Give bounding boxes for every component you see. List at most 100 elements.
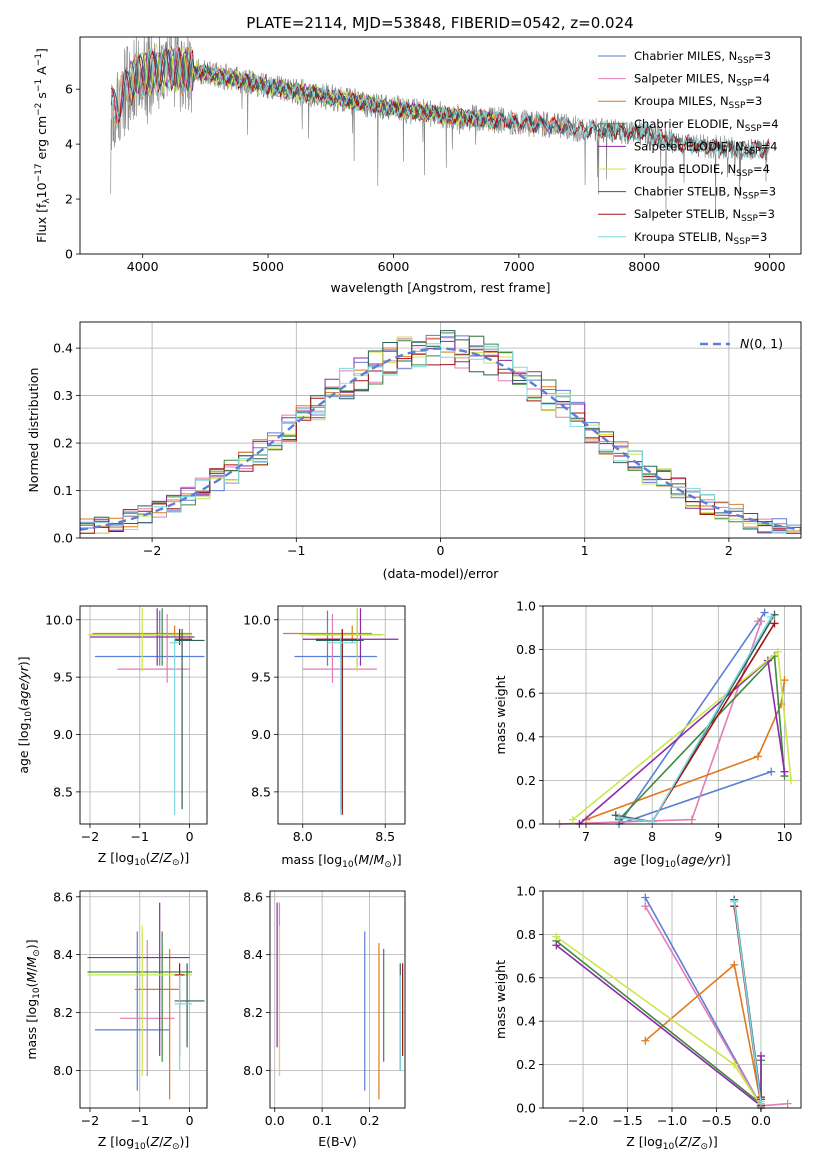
weight-marker <box>730 897 739 906</box>
x-tick-label: −1 <box>287 543 305 558</box>
y-tick-label: 8.2 <box>53 1005 73 1020</box>
y-axis-label: age [log10(age/yr)] <box>16 656 34 773</box>
weight-line-2 <box>559 620 763 825</box>
axes-frame <box>542 605 802 825</box>
axes-frame <box>79 605 208 825</box>
weight-line-1 <box>617 612 772 826</box>
y-tick-label: 0.1 <box>53 483 73 498</box>
axes-frame <box>79 36 802 255</box>
x-tick-label: −2.0 <box>568 1113 598 1128</box>
legend-entry: Kroupa ELODIE, NSSP=4 <box>634 162 770 179</box>
weight-marker <box>568 815 577 824</box>
axes-frame <box>269 890 406 1109</box>
x-tick-label: 0 <box>186 829 194 844</box>
legend-entry: Chabrier STELIB, NSSP=3 <box>634 185 776 202</box>
y-tick-label: 8.0 <box>53 1063 73 1078</box>
y-tick-label: 0.3 <box>53 388 73 403</box>
y-axis-label: Normed distribution <box>26 368 41 493</box>
x-tick-label: 0.1 <box>312 1113 332 1128</box>
legend-entry: Salpeter ELODIE, NSSP=4 <box>634 139 777 156</box>
x-axis-label: (data-model)/error <box>383 566 500 581</box>
y-tick-label: 0.6 <box>516 970 536 985</box>
y-axis-label: mass weight <box>493 675 508 754</box>
x-axis-label: wavelength [Angstrom, rest frame] <box>330 280 550 295</box>
weight-line-9 <box>733 901 762 1104</box>
axes-frame <box>79 890 208 1109</box>
y-tick-label: 8.6 <box>53 889 73 904</box>
y-tick-label: 9.5 <box>53 670 73 685</box>
y-tick-label: 9.5 <box>251 670 271 685</box>
y-tick-label: 0.2 <box>516 773 536 788</box>
weight-marker <box>760 608 769 617</box>
x-axis-label: E(B-V) <box>318 1134 357 1149</box>
residual-histogram-7 <box>80 330 801 528</box>
weight-marker <box>615 813 624 822</box>
y-tick-label: 2 <box>65 192 73 207</box>
y-tick-label: 8.6 <box>243 889 263 904</box>
y-tick-label: 0.4 <box>516 729 536 744</box>
x-tick-label: 0.0 <box>751 1113 771 1128</box>
model-line-9 <box>110 41 770 159</box>
weight-marker <box>767 767 776 776</box>
x-tick-label: −1.0 <box>657 1113 687 1128</box>
y-tick-label: 0.8 <box>516 642 536 657</box>
y-tick-label: 8.4 <box>53 947 73 962</box>
weight-marker <box>780 767 789 776</box>
weight-marker <box>756 1097 765 1106</box>
weight-marker <box>687 815 696 824</box>
x-tick-label: 2 <box>725 543 733 558</box>
axes-frame <box>542 890 802 1109</box>
y-tick-label: 8.5 <box>53 784 73 799</box>
y-tick-label: 0.2 <box>516 1057 536 1072</box>
y-tick-label: 9.0 <box>53 727 73 742</box>
x-tick-label: −1 <box>131 1113 149 1128</box>
weight-marker <box>730 960 739 969</box>
x-axis-label: Z [log10(Z/Z⊙)] <box>98 850 190 868</box>
legend-entry: Chabrier ELODIE, NSSP=4 <box>634 117 779 134</box>
weight-marker <box>552 941 561 950</box>
y-tick-label: 8.5 <box>251 784 271 799</box>
x-tick-label: 9 <box>714 829 722 844</box>
legend-entry: Salpeter STELIB, NSSP=3 <box>634 207 775 224</box>
y-axis-label: mass weight <box>493 960 508 1039</box>
model-line-6 <box>129 42 494 128</box>
x-tick-label: 7 <box>582 829 590 844</box>
legend-entry: N(0, 1) <box>740 336 783 351</box>
y-tick-label: 0.8 <box>516 927 536 942</box>
residual-histogram-9 <box>80 343 801 534</box>
weight-line-5 <box>578 658 786 825</box>
legend-entry: Chabrier MILES, NSSP=3 <box>634 49 771 66</box>
x-tick-label: 7000 <box>503 259 535 274</box>
y-tick-label: 0.2 <box>53 436 73 451</box>
y-tick-label: 1.0 <box>516 884 536 899</box>
axes-frame <box>277 605 406 825</box>
weight-marker <box>641 1036 650 1045</box>
weight-marker <box>767 612 776 621</box>
y-tick-label: 0.4 <box>53 341 73 356</box>
weight-marker <box>754 752 762 761</box>
x-tick-label: −0.5 <box>701 1113 731 1128</box>
weight-marker <box>648 817 657 826</box>
y-tick-label: 1.0 <box>516 599 536 614</box>
x-tick-label: −1 <box>131 829 149 844</box>
x-tick-label: 0 <box>186 1113 194 1128</box>
x-tick-label: 1 <box>581 543 589 558</box>
normal-reference-curve <box>80 347 801 531</box>
y-tick-label: 8.2 <box>243 1005 263 1020</box>
weight-marker <box>641 902 650 911</box>
y-tick-label: 0 <box>65 247 73 262</box>
y-axis-label: mass [log10(M/M⊙)] <box>24 939 42 1059</box>
y-tick-label: 10.0 <box>45 612 73 627</box>
y-tick-label: 6 <box>65 82 73 97</box>
residual-histogram-8 <box>80 349 801 534</box>
x-tick-label: −2 <box>81 829 99 844</box>
y-tick-label: 8.4 <box>243 947 263 962</box>
y-tick-label: 4 <box>65 137 73 152</box>
y-axis-label: Flux [fλ10−17 erg cm−2 s−1 A−1] <box>34 48 52 243</box>
weight-line-5 <box>555 944 762 1108</box>
x-axis-label: Z [log10(Z/Z⊙)] <box>98 1134 190 1152</box>
weight-marker <box>783 1099 792 1108</box>
x-tick-label: −2 <box>143 543 161 558</box>
